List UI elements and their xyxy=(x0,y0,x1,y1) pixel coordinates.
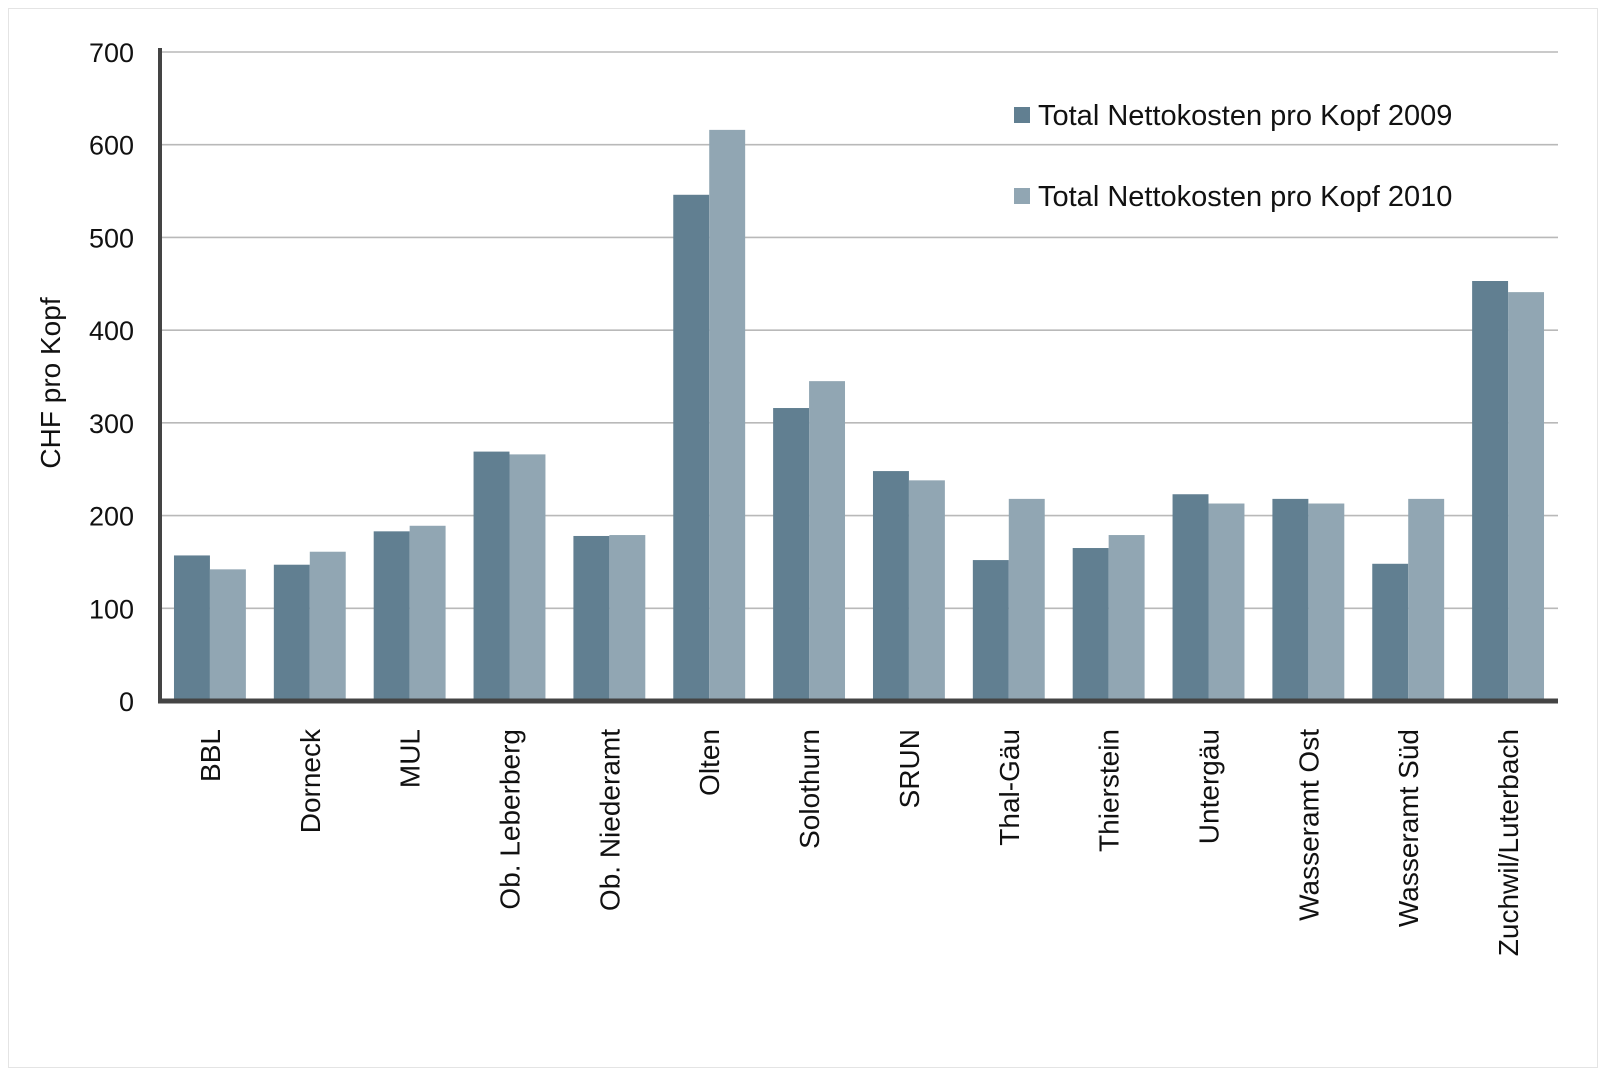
bar-2009 xyxy=(773,408,810,701)
bar-2010 xyxy=(209,569,246,701)
x-category-labels: BBL Dorneck MUL Ob. Leberberg Ob. Niederamt O… xyxy=(195,728,1524,956)
bar-2009 xyxy=(1172,494,1209,701)
x-category-label: Ob. Niederamt xyxy=(594,729,625,911)
y-tick-label: 200 xyxy=(89,502,134,532)
bar-2009 xyxy=(1372,563,1409,701)
bar-2010 xyxy=(809,381,846,701)
bar-2009 xyxy=(473,451,510,701)
x-category-label: Ob. Leberberg xyxy=(495,729,526,910)
bar-2010 xyxy=(1408,498,1445,701)
legend-swatch xyxy=(1014,188,1030,204)
bar-2009 xyxy=(1272,498,1309,701)
bar-2009 xyxy=(972,560,1009,701)
bar-2009 xyxy=(273,564,310,701)
axes xyxy=(158,48,1558,704)
x-category-label: Thierstein xyxy=(1094,729,1125,852)
bar-2010 xyxy=(309,551,346,701)
bar-2010 xyxy=(1008,498,1045,701)
gridlines xyxy=(160,51,1558,610)
x-category-label: Solothurn xyxy=(794,729,825,849)
bar-2009 xyxy=(173,555,210,701)
y-tick-label: 400 xyxy=(89,316,134,346)
x-category-label: Wasseramt Süd xyxy=(1393,729,1424,927)
x-category-label: Dorneck xyxy=(295,728,326,833)
bar-2010 xyxy=(609,535,646,701)
bar-2010 xyxy=(1108,535,1145,701)
x-category-label: Olten xyxy=(694,729,725,796)
y-tick-label: 500 xyxy=(89,223,134,253)
x-category-label: Untergäu xyxy=(1194,729,1225,844)
x-category-label: MUL xyxy=(395,729,426,788)
bar-2010 xyxy=(509,454,546,701)
bar-2010 xyxy=(1308,503,1345,701)
legend-label: Total Nettokosten pro Kopf 2010 xyxy=(1038,181,1452,213)
bar-2009 xyxy=(1072,548,1109,701)
x-category-label: Zuchwil/Luterbach xyxy=(1493,729,1524,956)
bar-2010 xyxy=(908,480,945,701)
bar-2010 xyxy=(709,129,746,701)
bar-2009 xyxy=(1472,281,1509,701)
legend-swatch xyxy=(1014,107,1030,123)
x-category-label: SRUN xyxy=(894,729,925,808)
x-category-label: Wasseramt Ost xyxy=(1293,729,1324,921)
bar-2009 xyxy=(872,471,909,701)
x-category-label: BBL xyxy=(195,729,226,782)
bar-2010 xyxy=(409,525,446,701)
bar-2009 xyxy=(573,535,610,701)
y-tick-label: 600 xyxy=(89,131,134,161)
y-tick-label: 700 xyxy=(89,38,134,68)
bars xyxy=(173,129,1545,701)
legend: Total Nettokosten pro Kopf 2009 Total Net… xyxy=(1014,100,1452,213)
legend-label: Total Nettokosten pro Kopf 2009 xyxy=(1038,100,1452,132)
bar-2009 xyxy=(373,531,410,701)
y-tick-label: 0 xyxy=(119,687,134,717)
bar-2010 xyxy=(1508,292,1545,701)
bar-2010 xyxy=(1208,503,1245,701)
x-category-label: Thal-Gäu xyxy=(994,729,1025,846)
y-tick-label: 300 xyxy=(89,409,134,439)
y-tick-label: 100 xyxy=(89,594,134,624)
y-axis-title: CHF pro Kopf xyxy=(35,297,66,468)
y-tick-labels: 0 100 200 300 400 500 600 700 xyxy=(89,38,134,717)
bar-2009 xyxy=(673,194,710,701)
